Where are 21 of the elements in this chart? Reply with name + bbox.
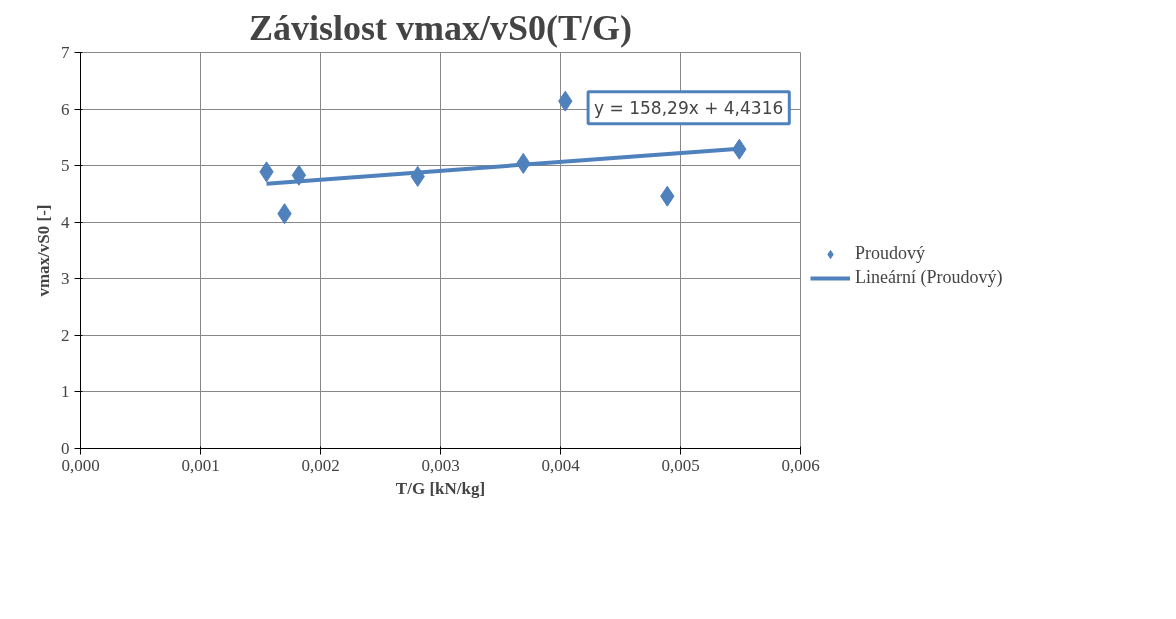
y-axis-title: vmax/vS0 [-]	[34, 204, 53, 297]
x-tick-label: 0,000	[61, 455, 100, 475]
legend-label: Lineární (Proudový)	[855, 267, 1003, 288]
annotation: y = 158,29x + 4,4316	[594, 97, 784, 118]
x-tick-label: 0,005	[661, 455, 700, 475]
y-tick-label: 0	[61, 439, 70, 458]
y-tick-label: 7	[61, 43, 70, 62]
x-axis-title: T/G [kN/kg]	[395, 478, 486, 498]
x-tick-label: 0,006	[781, 455, 820, 475]
x-tick-label: 0,003	[421, 455, 460, 475]
y-tick-label: 4	[61, 212, 70, 232]
legend-label: Proudový	[855, 243, 926, 264]
x-tick-label: 0,001	[181, 455, 220, 475]
x-tick-label: 0,004	[541, 455, 581, 475]
y-tick-label: 6	[61, 99, 70, 119]
x-tick-label: 0,002	[301, 455, 340, 475]
y-tick-label: 3	[61, 269, 70, 289]
y-tick-label: 2	[61, 325, 70, 345]
chart-title: Závislost vmax/vS0(T/G)	[248, 7, 633, 48]
y-tick-label: 1	[61, 382, 70, 402]
y-tick-label: 5	[61, 156, 70, 176]
